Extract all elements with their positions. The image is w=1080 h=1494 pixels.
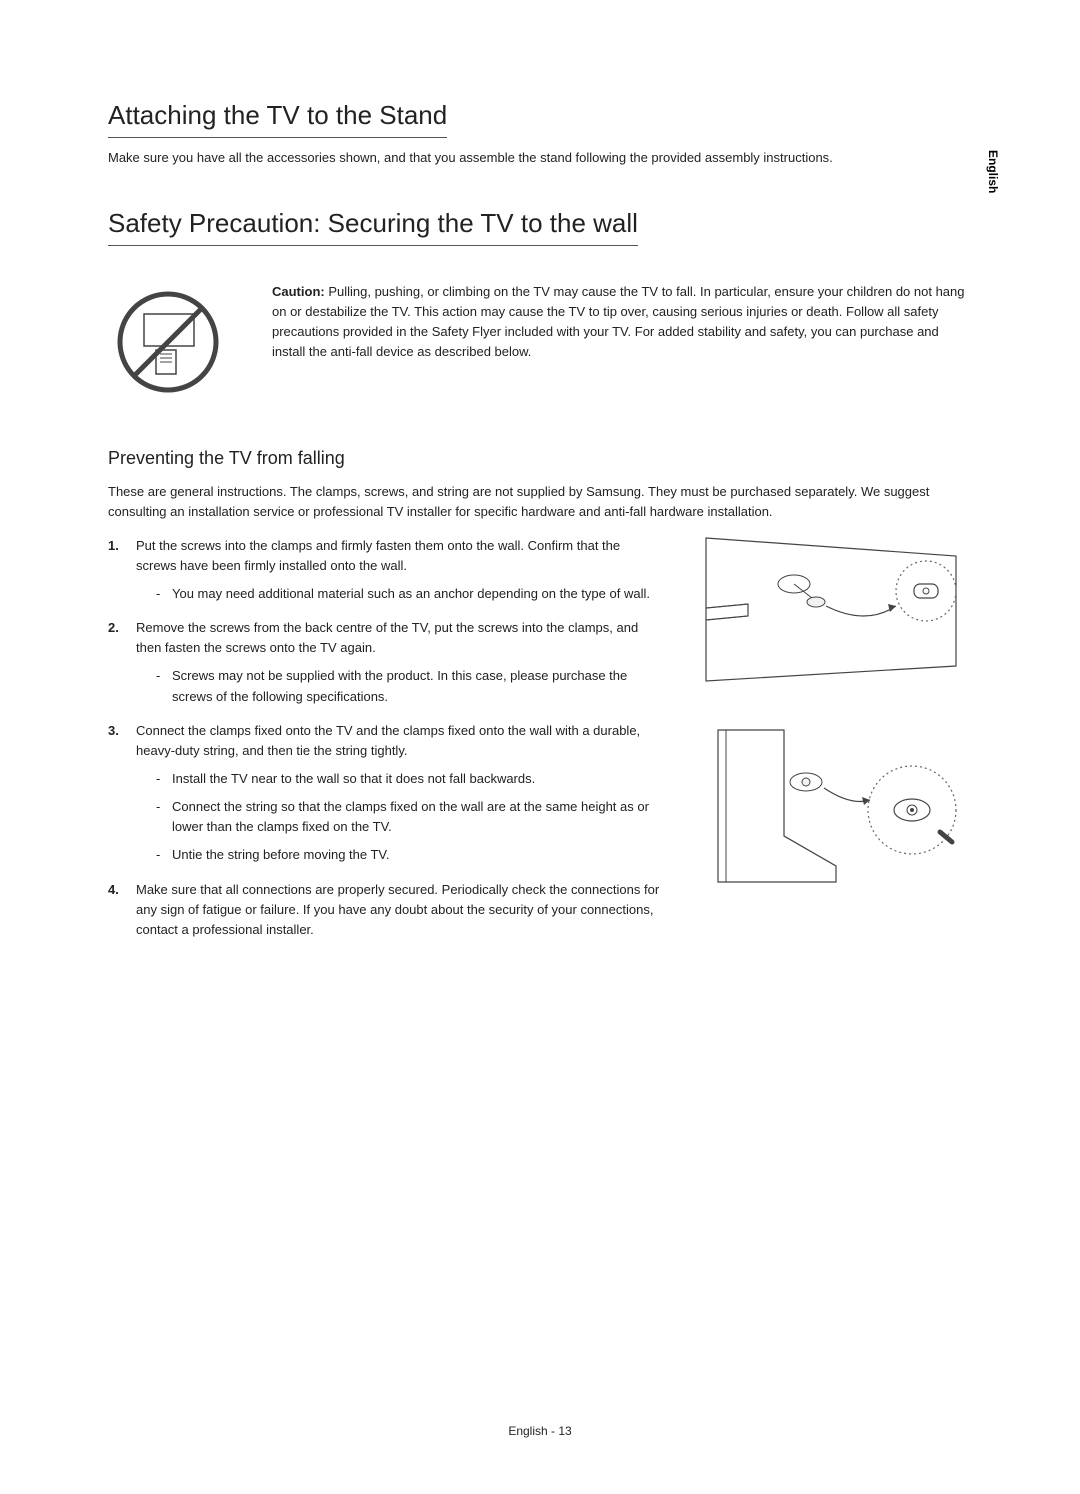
- caution-label: Caution:: [272, 284, 325, 299]
- step-4: Make sure that all connections are prope…: [108, 880, 660, 940]
- wall-clamp-illustration: [696, 536, 972, 686]
- step-3-text: Connect the clamps fixed onto the TV and…: [136, 723, 640, 758]
- general-note: These are general instructions. The clam…: [108, 482, 972, 522]
- steps-list: Put the screws into the clamps and firml…: [108, 536, 660, 940]
- tv-back-clamp-illustration: [696, 726, 972, 886]
- caution-paragraph: Caution: Pulling, pushing, or climbing o…: [272, 282, 972, 363]
- caution-body: Pulling, pushing, or climbing on the TV …: [272, 284, 965, 359]
- page-footer: English - 13: [0, 1424, 1080, 1438]
- language-tab: English: [986, 150, 1000, 193]
- heading-attaching: Attaching the TV to the Stand: [108, 100, 447, 138]
- prohibition-icon: [108, 282, 228, 402]
- intro-text-1: Make sure you have all the accessories s…: [108, 148, 972, 168]
- step-1: Put the screws into the clamps and firml…: [108, 536, 660, 604]
- step-1-text: Put the screws into the clamps and firml…: [136, 538, 620, 573]
- step-3-sub-3: Untie the string before moving the TV.: [156, 845, 660, 865]
- heading-safety: Safety Precaution: Securing the TV to th…: [108, 208, 638, 246]
- step-2: Remove the screws from the back centre o…: [108, 618, 660, 707]
- step-1-sub-1: You may need additional material such as…: [156, 584, 660, 604]
- step-2-text: Remove the screws from the back centre o…: [136, 620, 638, 655]
- step-3-sub-2: Connect the string so that the clamps fi…: [156, 797, 660, 837]
- step-2-sub-1: Screws may not be supplied with the prod…: [156, 666, 660, 706]
- step-3-sub-1: Install the TV near to the wall so that …: [156, 769, 660, 789]
- subheading-preventing: Preventing the TV from falling: [108, 448, 972, 469]
- step-4-text: Make sure that all connections are prope…: [136, 882, 659, 937]
- step-3: Connect the clamps fixed onto the TV and…: [108, 721, 660, 866]
